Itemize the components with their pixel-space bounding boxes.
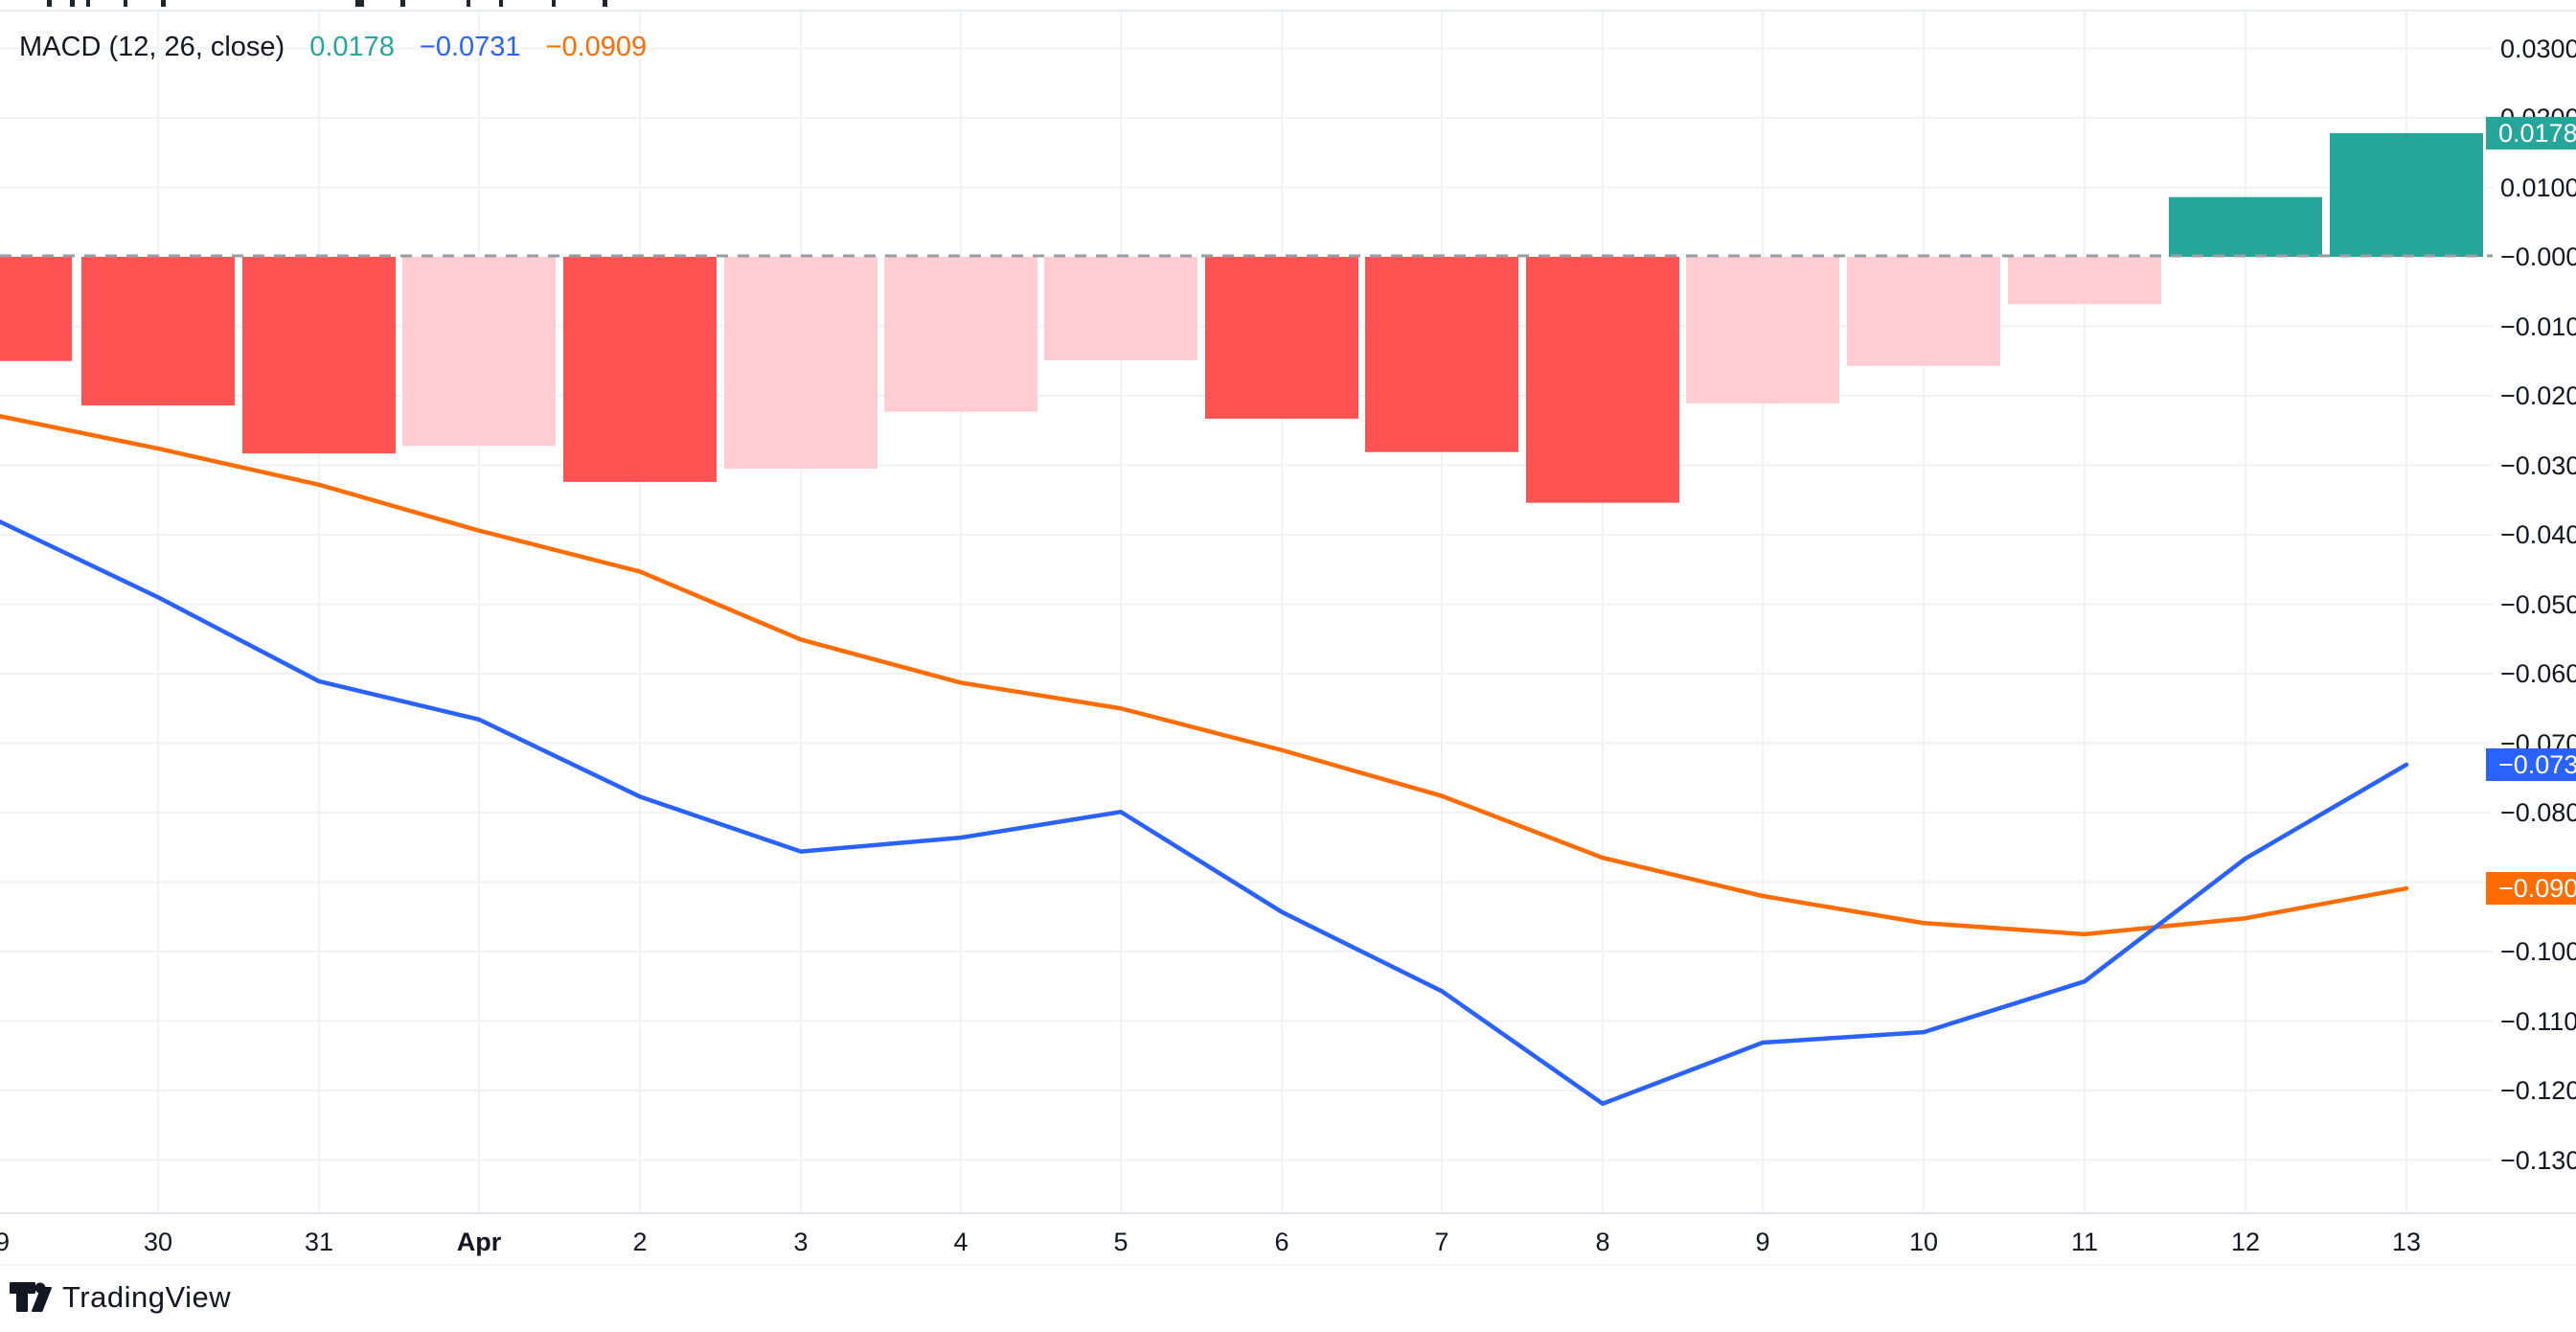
histogram-bar: [1044, 257, 1197, 361]
histogram-bar: [0, 257, 72, 361]
time-axis-label: 2: [632, 1228, 648, 1256]
tradingview-logo-icon: [10, 1282, 52, 1312]
time-axis-label: 11: [2070, 1228, 2099, 1256]
clipped-text-fragment: [552, 0, 556, 7]
histogram-bar: [1365, 257, 1518, 452]
histogram-bar: [1526, 257, 1679, 503]
clipped-text-fragment: [499, 0, 503, 7]
histogram-bar: [1686, 257, 1839, 403]
indicator-legend: MACD (12, 26, close) 0.0178 −0.0731 −0.0…: [19, 29, 672, 65]
price-axis-label: −0.0200: [2500, 381, 2576, 410]
time-axis-label: 29: [0, 1228, 11, 1256]
price-axis-label: −0.0800: [2500, 798, 2576, 827]
legend-signal-value: −0.0909: [545, 32, 648, 62]
tradingview-logo-text: TradingView: [62, 1280, 232, 1314]
clipped-text-fragment: [400, 0, 405, 7]
clipped-text-fragment: [86, 0, 90, 7]
indicator-title[interactable]: MACD (12, 26, close): [19, 32, 285, 62]
price-axis-label: −0.0400: [2500, 520, 2576, 549]
clipped-text-fragment: [467, 0, 470, 7]
histogram-bar: [81, 257, 235, 406]
clipped-text-fragment: [355, 0, 364, 7]
last-value-badge: 0.0178: [2486, 116, 2576, 149]
histogram-bar: [242, 257, 396, 454]
time-axis-label: 3: [793, 1228, 809, 1256]
legend-macd-value: −0.0731: [419, 32, 521, 62]
histogram-bar: [1847, 257, 2000, 366]
histogram-bar: [402, 257, 556, 447]
price-axis-label: −0.0500: [2500, 589, 2576, 619]
signal-line: [0, 414, 2409, 937]
price-axis-label: −0.0100: [2500, 311, 2576, 341]
time-axis-label: 6: [1274, 1228, 1289, 1256]
price-axis-label: 0.0100: [2500, 172, 2576, 202]
time-axis-label: 4: [953, 1228, 969, 1256]
last-value-badge: −0.0731: [2486, 747, 2576, 781]
time-axis-label: Apr: [456, 1228, 502, 1256]
time-axis-label: 12: [2230, 1228, 2261, 1256]
time-axis-label: 5: [1113, 1228, 1128, 1256]
time-axis-label: 13: [2391, 1228, 2422, 1256]
time-axis[interactable]: 29 30 31 Apr 2 3 4 5 6 7 8 9 10 11 12 13: [0, 1215, 2576, 1273]
last-value-badge: −0.0909: [2486, 872, 2576, 906]
histogram-bar: [884, 257, 1037, 412]
histogram-bar: [563, 257, 717, 482]
clipped-text-fragment: [124, 0, 127, 7]
clipped-text-fragment: [47, 0, 52, 7]
histogram-bar: [724, 257, 878, 470]
clipped-text-fragment: [70, 0, 75, 7]
time-axis-label: 7: [1434, 1228, 1449, 1256]
price-axis-label: −0.0300: [2500, 450, 2576, 480]
price-axis-label: 0.0300: [2500, 34, 2576, 63]
macd-line: [0, 518, 2409, 1107]
price-axis-label: −0.0000: [2500, 242, 2576, 271]
histogram-bar: [2330, 132, 2483, 257]
price-axis-label: −0.1000: [2500, 937, 2576, 966]
price-axis-label: −0.1100: [2500, 1006, 2576, 1036]
time-axis-label: 8: [1595, 1228, 1610, 1256]
histogram-bar: [2008, 257, 2161, 305]
price-axis[interactable]: 0.03000.02000.0100−0.0000−0.0100−0.0200−…: [2486, 0, 2576, 1332]
clipped-text-fragment: [603, 0, 607, 7]
time-axis-label: 10: [1908, 1228, 1939, 1256]
price-axis-label: −0.0600: [2500, 659, 2576, 688]
time-axis-label: 9: [1755, 1228, 1770, 1256]
clipped-text-fragment: [161, 0, 166, 7]
histogram-bar: [1205, 257, 1358, 419]
time-axis-label: 31: [304, 1228, 334, 1256]
legend-histogram-value: 0.0178: [309, 32, 395, 62]
tradingview-logo[interactable]: TradingView: [10, 1280, 231, 1315]
price-axis-label: −0.1200: [2500, 1076, 2576, 1105]
histogram-bar: [2169, 196, 2322, 257]
time-axis-label: 30: [143, 1228, 173, 1256]
